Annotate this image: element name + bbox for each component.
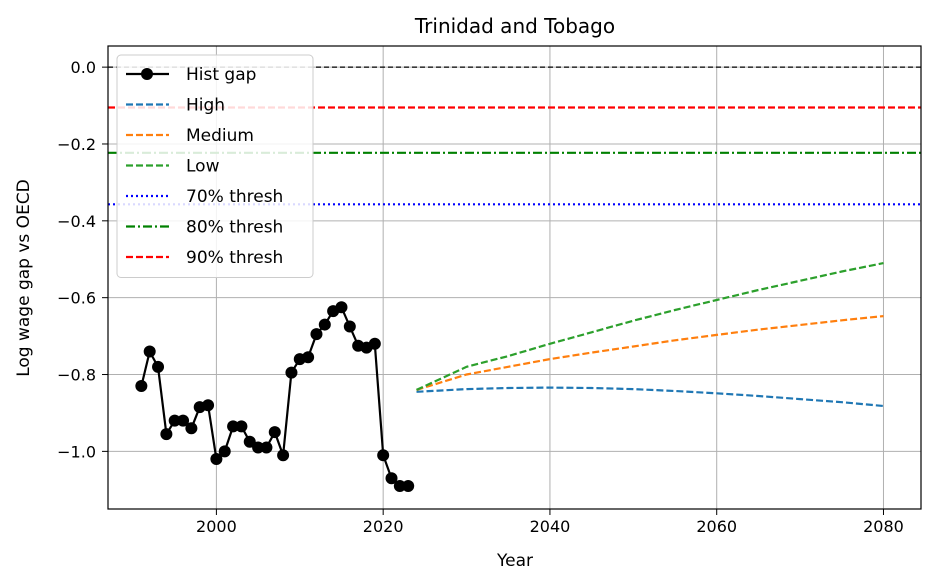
data-point: [310, 328, 323, 341]
legend-label: High: [186, 96, 225, 116]
data-point: [318, 318, 331, 331]
data-point: [185, 422, 198, 435]
y-tick-label: −0.4: [57, 212, 96, 231]
data-point: [285, 366, 298, 379]
plot-frame: [107, 45, 922, 510]
x-tick-label: 2040: [530, 517, 571, 536]
data-point: [227, 420, 240, 433]
data-point: [377, 449, 390, 462]
data-point: [202, 399, 215, 412]
series-line: [416, 262, 884, 391]
data-point: [335, 301, 348, 314]
legend-label: 80% thresh: [186, 218, 283, 238]
y-axis-label: Log wage gap vs OECD: [14, 179, 34, 377]
data-point: [277, 449, 290, 462]
data-point: [243, 435, 256, 448]
data-point: [252, 441, 265, 454]
data-point: [168, 414, 181, 427]
data-point: [368, 337, 381, 350]
y-tick-label: −0.6: [57, 289, 96, 308]
y-tick-label: −0.8: [57, 366, 96, 385]
legend-label: 70% thresh: [186, 187, 283, 207]
y-tick-label: 0.0: [71, 58, 96, 77]
legend-marker: [141, 68, 153, 80]
series-line: [140, 305, 409, 487]
legend-label: Low: [186, 157, 220, 177]
data-point: [393, 479, 406, 492]
data-point: [385, 472, 398, 485]
data-point: [160, 428, 173, 441]
data-point: [143, 345, 156, 358]
axes: 2000 2020 2040 2060 2080 0.0 −0.2 −0.4 −0.6 −0.8 −…: [57, 58, 904, 536]
x-tick-label: 2000: [196, 517, 237, 536]
data-point: [302, 351, 315, 364]
x-axis-label: Year: [496, 551, 533, 571]
data-point: [177, 414, 190, 427]
legend-label: Medium: [186, 126, 254, 146]
y-tick-label: −1.0: [57, 442, 96, 461]
legend: Hist gap High Medium Low 70% thresh 80% thres…: [116, 54, 314, 278]
data-point: [260, 441, 273, 454]
legend-label: 90% thresh: [186, 248, 283, 268]
data-point: [268, 426, 281, 439]
data-point: [135, 380, 148, 393]
series-line: [416, 386, 884, 408]
legend-box: [116, 54, 314, 278]
data-point: [402, 479, 415, 492]
legend-label: Hist gap: [186, 65, 256, 85]
x-tick-label: 2080: [863, 517, 904, 536]
y-tick-label: −0.2: [57, 135, 96, 154]
data-point: [218, 445, 231, 458]
series-line: [416, 315, 884, 391]
data-point: [152, 360, 165, 373]
x-tick-label: 2060: [696, 517, 737, 536]
data-point: [343, 320, 356, 333]
data-point: [210, 453, 223, 466]
chart-title: Trinidad and Tobago: [414, 14, 615, 38]
data-point: [235, 420, 248, 433]
x-tick-label: 2020: [363, 517, 404, 536]
